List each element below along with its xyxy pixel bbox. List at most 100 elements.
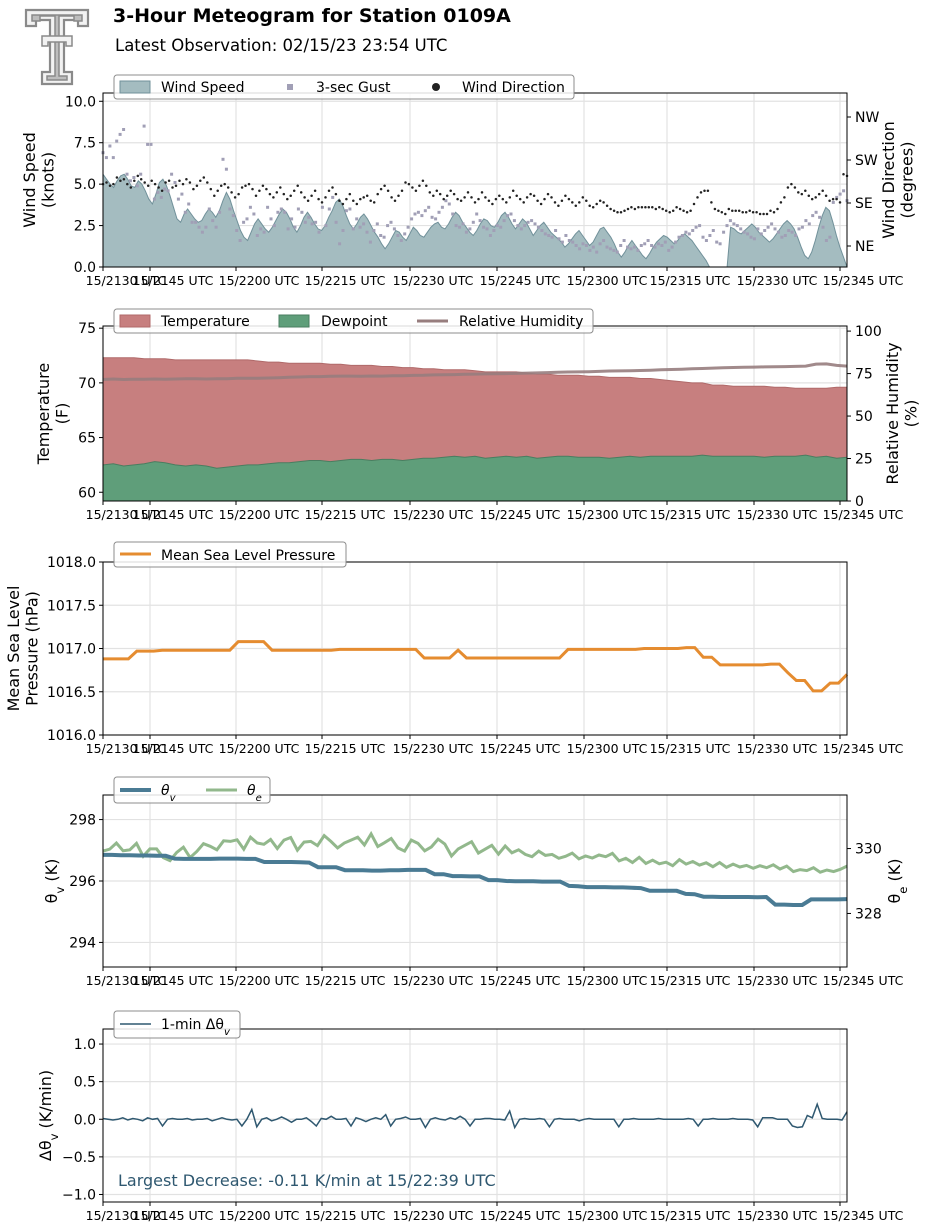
gust-point: [749, 235, 753, 239]
gust-point: [807, 222, 811, 226]
gust-point: [159, 195, 163, 199]
direction-point: [633, 207, 637, 211]
direction-point: [292, 189, 296, 193]
gust-point: [413, 212, 417, 216]
direction-point: [338, 199, 341, 202]
dtheta-axes-frame: [102, 1028, 848, 1203]
gust-point: [543, 232, 547, 236]
direction-point: [699, 191, 703, 194]
direction-point: [696, 196, 699, 199]
direction-point: [522, 201, 525, 204]
direction-point: [362, 196, 365, 199]
direction-point: [324, 196, 327, 199]
direction-point: [671, 209, 675, 212]
theta-xtick-label: 15/2200 UTC: [219, 973, 300, 988]
dtheta-xtick-label: 15/2230 UTC: [393, 1208, 474, 1223]
gust-point: [759, 232, 763, 236]
direction-point: [320, 201, 324, 204]
gust-point: [598, 242, 602, 246]
pressure-ytick-label: 1016.0: [47, 728, 96, 744]
gust-point: [296, 207, 300, 211]
theta-xtick-label: 15/2245 UTC: [480, 973, 561, 988]
gust-point: [828, 235, 832, 239]
gust-point: [838, 192, 842, 196]
gust-point: [711, 229, 715, 232]
direction-point: [244, 184, 247, 188]
direction-point: [386, 189, 390, 193]
direction-point: [133, 179, 136, 183]
direction-point: [498, 194, 501, 197]
gust-point: [125, 172, 129, 176]
temperature-axis-label: Temperature(F): [34, 363, 71, 465]
gust-point: [255, 234, 259, 237]
gust-point: [770, 222, 774, 226]
direction-point: [153, 182, 157, 186]
direction-point: [550, 196, 553, 199]
page-title: 3-Hour Meteogram for Station 0109A: [113, 5, 511, 27]
gust-point: [447, 202, 451, 206]
gust-point: [122, 128, 126, 131]
direction-point: [174, 184, 178, 188]
direction-point: [835, 197, 838, 201]
gust-point: [670, 245, 674, 249]
direction-point: [658, 206, 661, 209]
gust-point: [248, 205, 252, 209]
gust-point: [495, 224, 499, 228]
gust-point: [293, 225, 297, 229]
gust-point: [358, 225, 362, 229]
theta-e-line: [102, 830, 848, 874]
pressure-legend: [113, 541, 347, 568]
dtheta-xtick-label: 15/2130 UTC: [86, 1208, 167, 1223]
gust-point: [475, 212, 479, 216]
gust-point: [523, 224, 527, 228]
legend-label-theta-v: θv: [161, 783, 177, 804]
gust-point: [300, 210, 304, 214]
direction-point: [171, 186, 174, 189]
direction-point: [195, 184, 199, 188]
gust-point: [176, 197, 180, 201]
gust-point: [187, 202, 191, 206]
direction-point: [466, 191, 470, 194]
direction-point: [310, 194, 313, 197]
largest-decrease-annotation: Largest Decrease: -0.11 K/min at 15/22:3…: [118, 1171, 496, 1190]
temp-xtick-label: 15/2230 UTC: [393, 507, 474, 522]
gust-point: [104, 156, 108, 160]
direction-point: [762, 212, 765, 216]
direction-point: [164, 181, 167, 184]
temp-xtick-label: 15/2300 UTC: [567, 507, 648, 522]
gust-point: [372, 229, 376, 232]
theta-ytick-label: 298: [69, 813, 96, 829]
temp-xtick-label: 15/2130 UTC: [86, 507, 167, 522]
direction-point: [289, 194, 292, 197]
gust-point: [499, 225, 503, 229]
humidity-line: [102, 362, 848, 382]
direction-point: [160, 189, 164, 193]
direction-point: [553, 201, 557, 204]
direction-markers: [101, 172, 849, 216]
direction-point: [400, 189, 404, 193]
gust-point: [742, 230, 746, 234]
direction-point: [139, 177, 143, 181]
wind-ytick-label: 7.5: [74, 136, 96, 152]
theta-xtick-label: 15/2300 UTC: [567, 973, 648, 988]
gust-point: [687, 232, 691, 236]
gust-point: [410, 217, 414, 221]
direction-point: [790, 182, 793, 186]
direction-point: [199, 179, 202, 183]
dewpoint-area: [102, 454, 848, 502]
gust-point: [190, 220, 194, 224]
gust-point: [536, 225, 540, 229]
gust-point: [708, 234, 712, 237]
direction-point: [411, 186, 414, 189]
gust-point: [132, 176, 136, 179]
gust-point: [166, 189, 170, 193]
wind-ytick-label: 2.5: [74, 219, 96, 235]
gust-point: [763, 229, 767, 232]
wind-ytick-label: 0.0: [74, 260, 96, 276]
gust-point: [128, 179, 132, 183]
gust-point: [722, 230, 726, 234]
gust-point: [375, 222, 379, 226]
gust-point: [118, 132, 122, 136]
gust-point: [800, 225, 804, 229]
direction-point: [313, 189, 317, 193]
